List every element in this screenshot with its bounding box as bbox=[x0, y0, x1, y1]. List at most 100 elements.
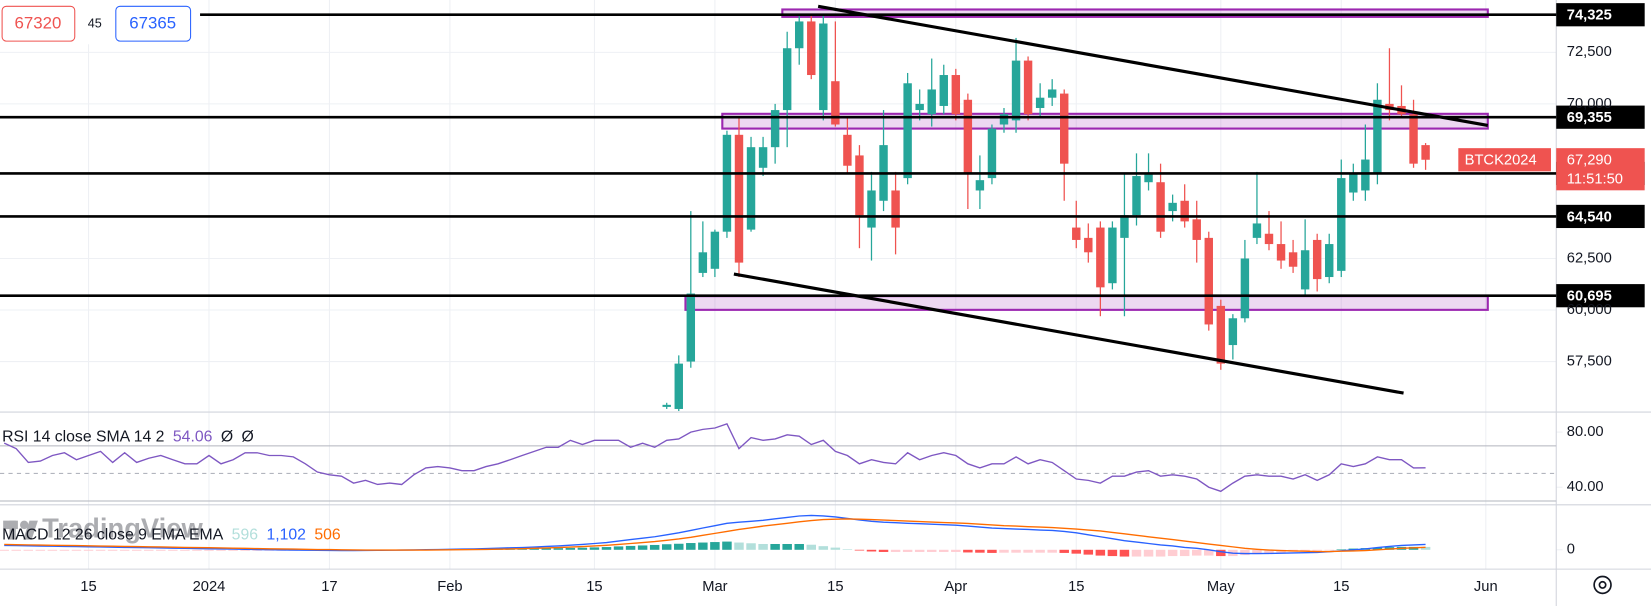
candle-body bbox=[1023, 60, 1033, 115]
axes: 15 2024 17 Feb 15 Mar 15 Apr 15 May 15 Jun 57,500 60,… bbox=[80, 44, 1611, 595]
histogram-bar bbox=[252, 549, 262, 551]
gear-outer bbox=[1593, 575, 1612, 595]
candle-body bbox=[975, 180, 985, 191]
y-tick-label: 62,500 bbox=[1567, 250, 1612, 266]
candle-body bbox=[662, 404, 671, 407]
histogram-bar bbox=[625, 545, 636, 550]
y-tick-label: 60,000 bbox=[1567, 302, 1612, 318]
logo-part bbox=[23, 520, 38, 540]
histogram-bar bbox=[710, 542, 720, 550]
candle-body bbox=[1240, 258, 1250, 319]
candle-body bbox=[1108, 227, 1117, 284]
macd-line bbox=[4, 514, 1426, 555]
histogram-bar bbox=[686, 543, 696, 550]
candle-body bbox=[1047, 89, 1057, 98]
candle-body bbox=[1072, 227, 1081, 240]
histogram-bar bbox=[1083, 549, 1094, 555]
legend-macd: 1,102 bbox=[266, 527, 306, 544]
histogram-bar bbox=[119, 549, 130, 551]
buy-button[interactable] bbox=[115, 5, 192, 42]
y-tick-label: 72,500 bbox=[1567, 44, 1612, 60]
histogram-bar bbox=[168, 549, 178, 551]
sell-button[interactable] bbox=[1, 5, 76, 42]
level-label: 60,695 bbox=[1567, 289, 1612, 305]
histogram-bar bbox=[1023, 549, 1033, 553]
histogram-bar bbox=[613, 546, 624, 550]
candle-body bbox=[1204, 237, 1213, 325]
histogram-bar bbox=[722, 541, 732, 550]
candle-body bbox=[843, 134, 852, 166]
x-tick-label: 15 bbox=[827, 579, 843, 595]
histogram-bar bbox=[1191, 549, 1202, 556]
candle-body bbox=[1192, 219, 1201, 240]
y-tick-label: 57,500 bbox=[1567, 353, 1612, 369]
histogram-bar bbox=[649, 544, 660, 550]
x-tick-label: 15 bbox=[80, 579, 96, 595]
histogram-bar bbox=[1252, 549, 1262, 555]
candle-body bbox=[855, 155, 864, 216]
rsi-line bbox=[3, 423, 1426, 493]
histogram-bar bbox=[216, 549, 226, 551]
histogram-bar bbox=[1035, 549, 1045, 553]
logo-part bbox=[3, 520, 18, 530]
candle-body bbox=[1011, 60, 1021, 121]
histogram-bar bbox=[577, 547, 588, 550]
y-tick-label: 70,000 bbox=[1567, 96, 1612, 112]
histogram-bar bbox=[59, 549, 70, 551]
histogram-bar bbox=[1011, 549, 1021, 553]
histogram-bar bbox=[156, 549, 166, 551]
histogram-bar bbox=[1240, 549, 1250, 556]
histogram-bar bbox=[529, 548, 539, 550]
symbol-label: BTCK2024 bbox=[1465, 153, 1537, 169]
demand-zone[interactable] bbox=[684, 295, 1489, 311]
candle-body bbox=[1168, 202, 1177, 212]
settings-button[interactable] bbox=[1593, 575, 1612, 595]
candle-body bbox=[1228, 318, 1238, 346]
level-label: 74,325 bbox=[1567, 8, 1612, 24]
histogram-bar bbox=[794, 543, 804, 550]
ask-price: 67365 bbox=[129, 14, 176, 33]
legend-na: Ø bbox=[221, 429, 233, 446]
y-tick-label: 40.00 bbox=[1567, 479, 1604, 495]
candle-body bbox=[951, 75, 961, 115]
x-tick-label: 15 bbox=[1333, 579, 1349, 595]
histogram-bar bbox=[1216, 549, 1226, 557]
histogram-bar bbox=[878, 549, 889, 552]
countdown: 11:51:50 bbox=[1567, 172, 1623, 188]
candle-body bbox=[1252, 223, 1262, 238]
x-tick-label: May bbox=[1207, 579, 1235, 595]
supply-zone[interactable] bbox=[781, 8, 1489, 18]
candle-body bbox=[1216, 305, 1226, 364]
histogram-bar bbox=[1372, 547, 1383, 550]
legend-title: RSI 14 close SMA 14 2 bbox=[2, 429, 164, 446]
histogram-bar bbox=[180, 549, 190, 551]
candle-body bbox=[1421, 145, 1430, 160]
histogram-bar bbox=[1204, 549, 1214, 556]
candle-body bbox=[1084, 237, 1093, 253]
symbol-label-box bbox=[1458, 148, 1551, 172]
histogram-bar bbox=[144, 549, 154, 551]
histogram-bar bbox=[240, 549, 250, 551]
histogram-bar bbox=[1107, 549, 1118, 557]
candle-body bbox=[1276, 244, 1286, 261]
candle-body bbox=[1264, 233, 1274, 245]
histogram-bar bbox=[1095, 549, 1106, 556]
candle-body bbox=[891, 190, 900, 228]
candle-body bbox=[1349, 173, 1358, 193]
candle-body bbox=[1288, 252, 1298, 267]
lower-trendline[interactable] bbox=[733, 272, 1404, 395]
legend-signal: 506 bbox=[314, 527, 341, 544]
histogram-bar bbox=[1047, 549, 1057, 553]
histogram-bar bbox=[23, 549, 34, 551]
signal-line bbox=[4, 518, 1426, 553]
level-label-box bbox=[1556, 105, 1645, 129]
candle-body bbox=[722, 134, 732, 232]
candle-body bbox=[674, 363, 683, 409]
spread: 45 bbox=[88, 17, 102, 31]
histogram-bar bbox=[1143, 549, 1154, 557]
x-tick-label: 15 bbox=[1068, 579, 1084, 595]
upper-trendline[interactable] bbox=[817, 4, 1489, 127]
histogram-bar bbox=[11, 549, 21, 551]
histogram-bar bbox=[890, 549, 901, 552]
